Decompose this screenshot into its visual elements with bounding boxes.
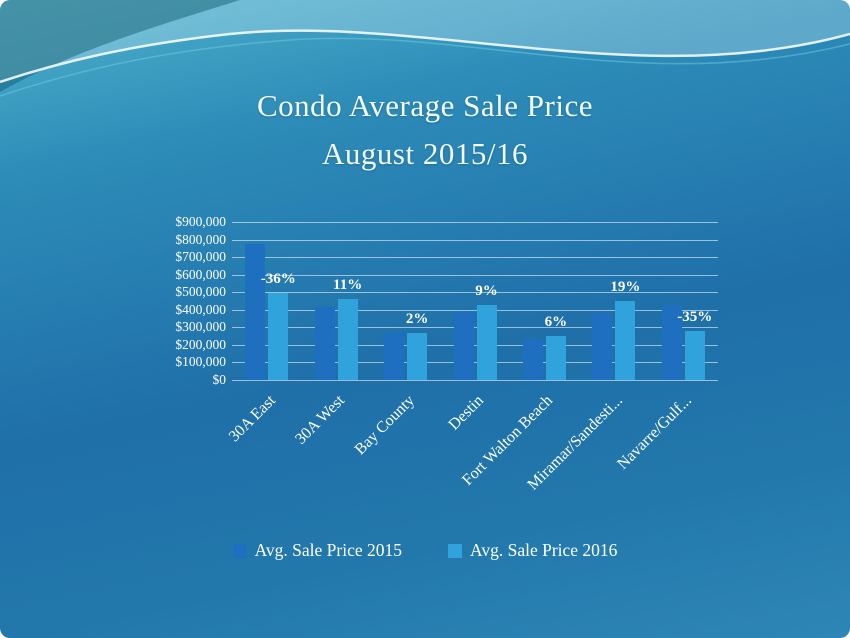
bar-2015 bbox=[453, 311, 474, 380]
gridline bbox=[232, 274, 718, 276]
y-axis-tick-label: $700,000 bbox=[175, 249, 226, 265]
percent-change-label: -36% bbox=[260, 271, 296, 288]
x-axis-category-label: 30A West bbox=[292, 392, 349, 448]
gridline bbox=[232, 292, 718, 294]
y-axis-tick-label: $900,000 bbox=[175, 214, 226, 229]
y-axis-tick-label: $100,000 bbox=[175, 354, 226, 370]
percent-change-label: 11% bbox=[333, 277, 363, 294]
bar-2015 bbox=[245, 243, 266, 380]
gridline bbox=[232, 380, 718, 381]
bar-2015 bbox=[592, 313, 613, 380]
y-axis-tick-label: $0 bbox=[212, 372, 227, 387]
y-axis-tick-label: $400,000 bbox=[175, 301, 226, 317]
bar-2015 bbox=[661, 304, 682, 380]
legend-label-2015: Avg. Sale Price 2015 bbox=[254, 540, 402, 560]
legend: Avg. Sale Price 2015 Avg. Sale Price 201… bbox=[0, 540, 850, 561]
bar-2016 bbox=[684, 330, 705, 380]
title-line-1: Condo Average Sale Price bbox=[257, 88, 593, 123]
bar-2016 bbox=[268, 293, 289, 380]
legend-swatch-2015 bbox=[232, 543, 247, 558]
y-axis-tick-label: $500,000 bbox=[175, 284, 226, 300]
percent-change-label: -35% bbox=[677, 308, 713, 325]
x-axis-category-label: Fort Walton Beach bbox=[459, 392, 557, 489]
x-axis-category-label: 30A East bbox=[225, 392, 279, 446]
gridline bbox=[232, 239, 718, 241]
x-axis-category-label: Navarre/Gulf... bbox=[614, 392, 696, 473]
legend-item-2015: Avg. Sale Price 2015 bbox=[232, 540, 402, 561]
plot-area: $900,000 $800,000 $700,000 $600,000 $500,000… bbox=[175, 214, 718, 494]
swoosh-band bbox=[0, 0, 850, 82]
decorative-swoosh bbox=[0, 0, 850, 97]
legend-swatch-2016 bbox=[448, 543, 462, 558]
bar-2015 bbox=[314, 307, 335, 380]
swoosh-dark-wedge bbox=[0, 0, 240, 92]
bar-2016 bbox=[407, 332, 428, 380]
y-axis-tick-label: $200,000 bbox=[175, 336, 226, 352]
gridline bbox=[232, 344, 718, 346]
bar-2016 bbox=[615, 300, 636, 380]
swoosh-secondary-line bbox=[0, 37, 850, 97]
gridline bbox=[232, 309, 718, 311]
bar-2016 bbox=[337, 299, 358, 380]
gridline bbox=[232, 327, 718, 329]
y-axis-tick-label: $800,000 bbox=[175, 231, 226, 247]
percent-change-label: 2% bbox=[405, 310, 429, 327]
bar-2016 bbox=[545, 336, 566, 380]
gridline bbox=[232, 222, 718, 223]
x-axis-category-label: Bay County bbox=[351, 392, 418, 459]
title-line-2: August 2015/16 bbox=[322, 136, 528, 172]
y-axis-tick-label: $300,000 bbox=[175, 319, 226, 335]
legend-label-2016: Avg. Sale Price 2016 bbox=[470, 540, 618, 560]
legend-item-2016: Avg. Sale Price 2016 bbox=[448, 540, 617, 561]
bar-2016 bbox=[476, 305, 497, 380]
bar-2015 bbox=[384, 333, 405, 380]
x-axis-category-label: Destin bbox=[445, 392, 488, 434]
percent-change-label: 19% bbox=[610, 278, 641, 295]
percent-change-label: 9% bbox=[475, 283, 498, 300]
y-axis-tick-label: $600,000 bbox=[175, 266, 226, 282]
gridline bbox=[232, 362, 718, 364]
swoosh-highlight-line bbox=[0, 29, 850, 84]
x-axis-category-label: Miramar/Sandesti... bbox=[524, 392, 626, 494]
chart-title: Condo Average Sale Price August 2015/16 bbox=[0, 82, 850, 178]
gridline bbox=[232, 257, 718, 259]
bar-2015 bbox=[522, 338, 543, 380]
percent-change-label: 6% bbox=[544, 314, 568, 331]
